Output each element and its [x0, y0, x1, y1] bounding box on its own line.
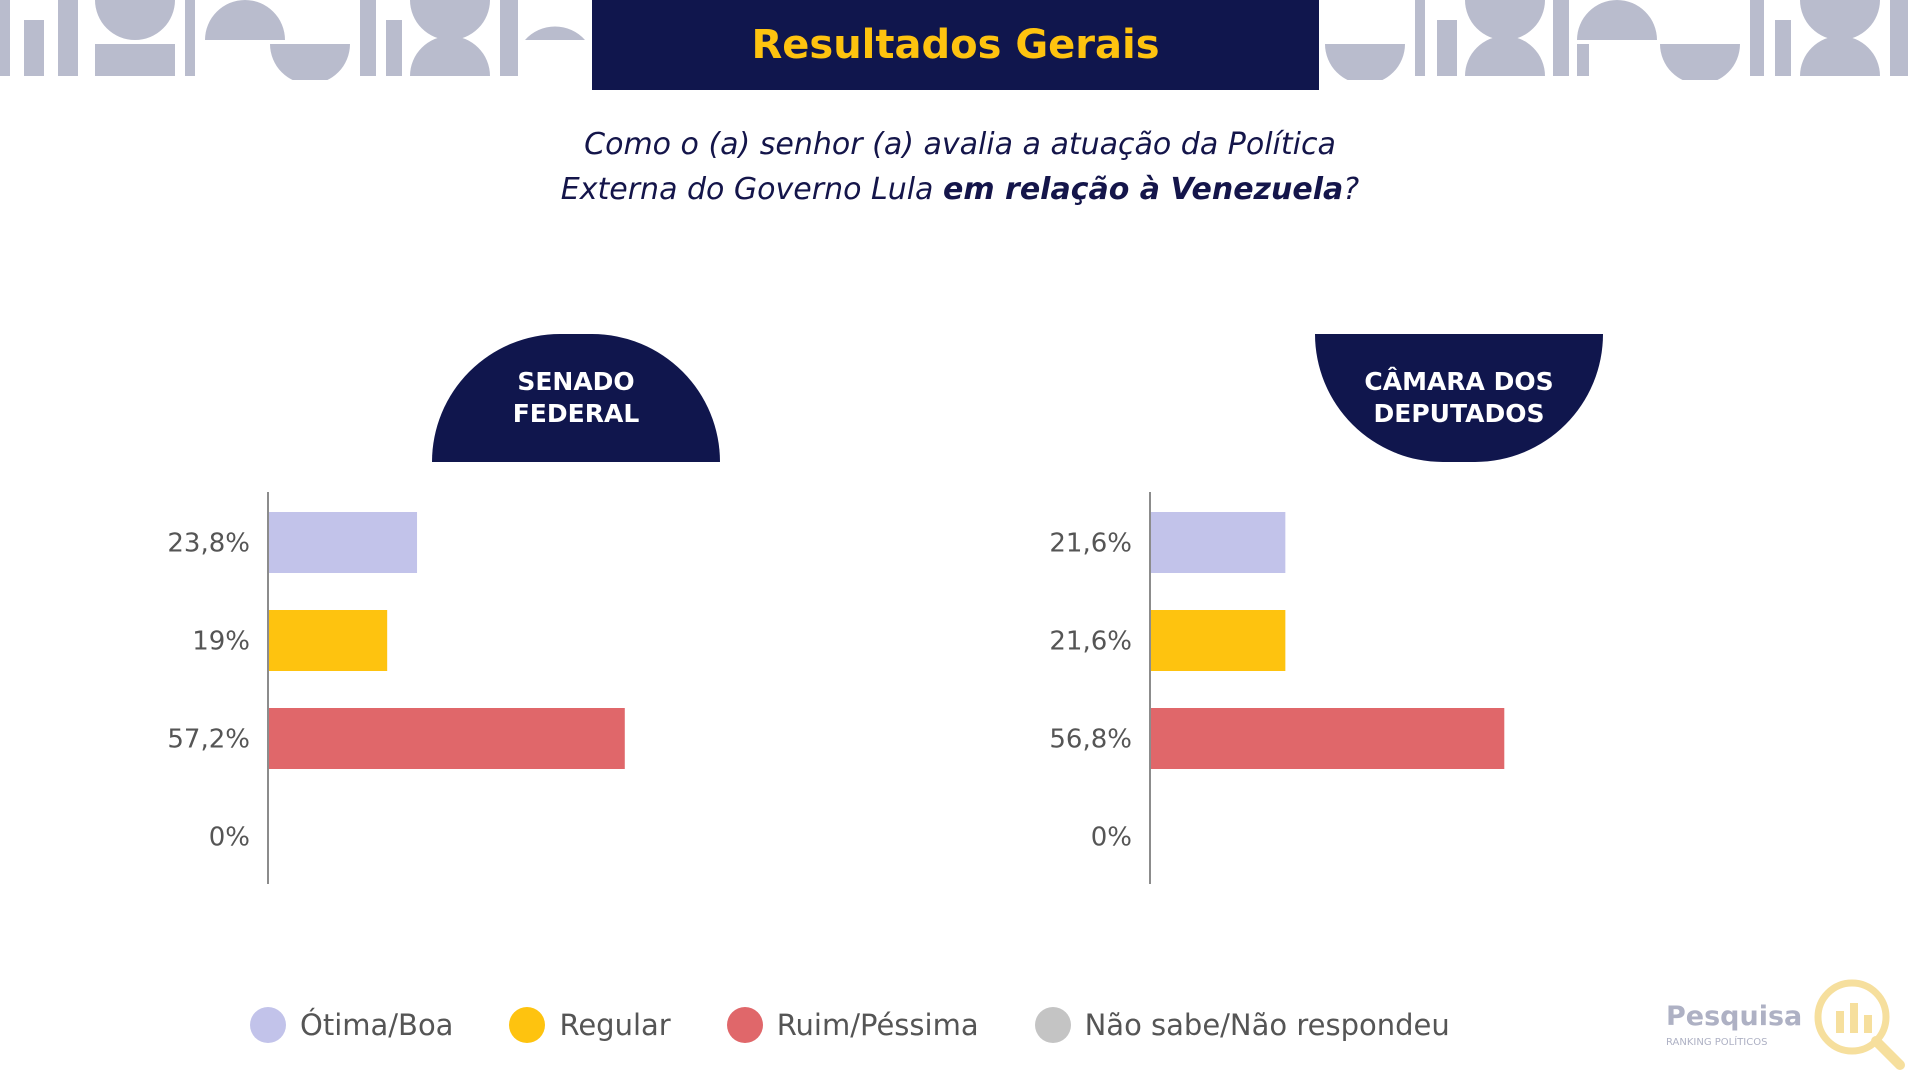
camara-badge-line-2: DEPUTADOS [1373, 399, 1545, 428]
value-label-ruim-pessima: 56,8% [1049, 725, 1132, 755]
decorative-pattern-left [0, 0, 585, 80]
bar-otima-boa [1151, 512, 1286, 573]
legend-item-ruim-pessima: Ruim/Péssima [726, 1007, 979, 1043]
value-label-otima-boa: 21,6% [1049, 529, 1132, 559]
senado-federal-badge: SENADO FEDERAL [432, 334, 720, 462]
logo-subtitle: RANKING POLÍTICOS [1666, 1037, 1768, 1048]
value-label-otima-boa: 23,8% [167, 529, 250, 559]
legend-label: Ótima/Boa [300, 1008, 454, 1042]
bar-otima-boa [269, 512, 418, 573]
value-label-nao-sabe: 0% [209, 823, 250, 853]
senado-badge-line-2: FEDERAL [512, 399, 640, 428]
legend-label: Não sabe/Não respondeu [1084, 1008, 1450, 1042]
value-label-nao-sabe: 0% [1091, 823, 1132, 853]
legend-item-otima-boa: Ótima/Boa [250, 1007, 453, 1043]
camara-bar-chart: 21,6% 21,6% 56,8% 0% [1049, 492, 1505, 884]
survey-question: Como o (a) senhor (a) avalia a atuação d… [360, 122, 1560, 212]
value-label-regular: 21,6% [1049, 627, 1132, 657]
bar-regular [1151, 610, 1286, 671]
senado-bar-chart: 23,8% 19% 57,2% 0% [167, 492, 625, 884]
legend-label: Ruim/Péssima [776, 1008, 979, 1042]
legend-label: Regular [559, 1008, 671, 1042]
bar-ruim-pessima [269, 708, 625, 769]
legend-item-nao-sabe: Não sabe/Não respondeu [1034, 1007, 1450, 1043]
legend-item-regular: Regular [509, 1007, 671, 1043]
page-title: Resultados Gerais [751, 22, 1160, 68]
logo-wordmark: Pesquisa [1666, 1001, 1803, 1032]
question-line-1: Como o (a) senhor (a) avalia a atuação d… [584, 127, 1336, 162]
bar-regular [269, 610, 388, 671]
value-label-ruim-pessima: 57,2% [167, 725, 250, 755]
camara-badge-line-1: CÂMARA DOS [1364, 367, 1554, 396]
bar-ruim-pessima [1151, 708, 1505, 769]
question-line-2-prefix: Externa do Governo Lula [560, 172, 943, 207]
question-line-2-suffix: ? [1343, 172, 1360, 207]
legend-dot-otima-boa [250, 1007, 286, 1043]
magnifier-bars-icon [1814, 979, 1905, 1070]
title-banner: Resultados Gerais [592, 0, 1319, 90]
camara-deputados-badge: CÂMARA DOS DEPUTADOS [1315, 334, 1603, 462]
pesquisa-logo: Pesquisa RANKING POLÍTICOS [1660, 975, 1910, 1070]
decorative-pattern-right [1325, 0, 1908, 80]
question-line-2: Externa do Governo Lula em relação à Ven… [360, 167, 1560, 212]
legend-dot-regular [509, 1007, 546, 1043]
legend-dot-nao-sabe [1034, 1007, 1071, 1043]
legend-dot-ruim-pessima [726, 1007, 763, 1043]
question-line-2-bold: em relação à Venezuela [942, 172, 1344, 207]
value-label-regular: 19% [192, 627, 250, 657]
chart-legend: Ótima/Boa Regular Ruim/Péssima Não sabe/… [250, 1000, 1506, 1050]
senado-badge-line-1: SENADO [517, 367, 635, 396]
